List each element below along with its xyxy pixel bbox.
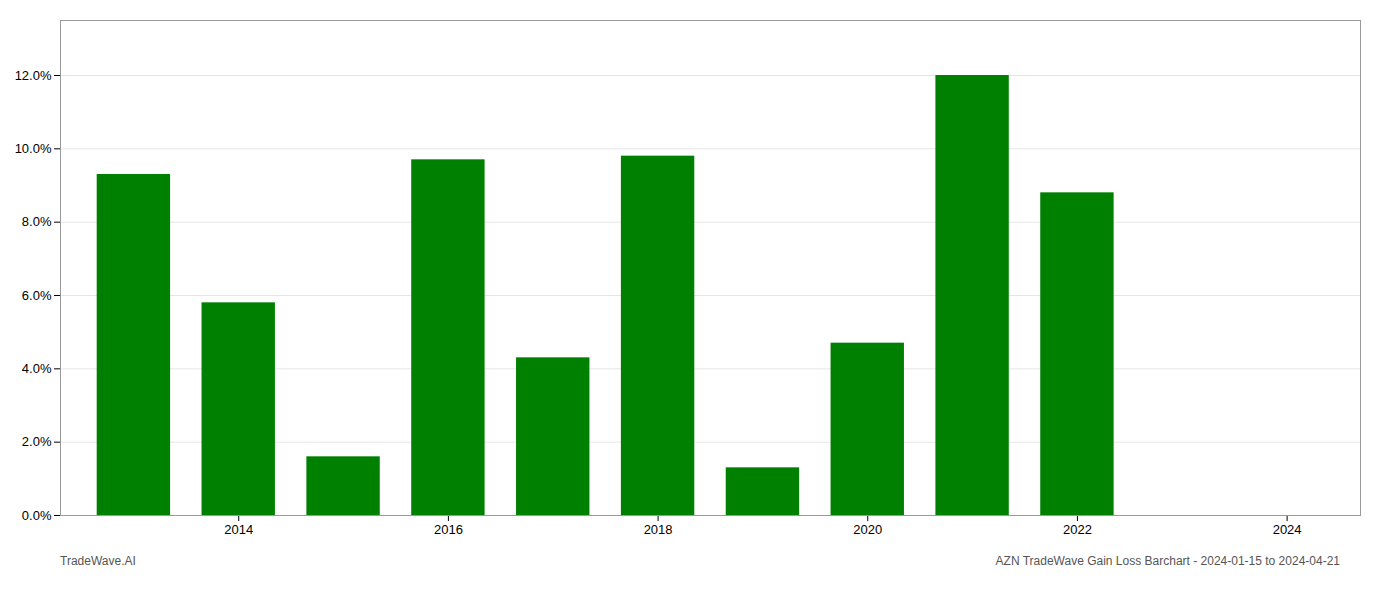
svg-text:8.0%: 8.0% (22, 214, 52, 229)
svg-text:2024: 2024 (1273, 522, 1302, 537)
svg-text:12.0%: 12.0% (15, 68, 52, 83)
svg-text:2016: 2016 (434, 522, 463, 537)
svg-text:6.0%: 6.0% (22, 288, 52, 303)
html-text:AZN TradeWave Gain Loss Barcha: AZN TradeWave Gain Loss Barchart - 2024-… (995, 554, 1340, 568)
svg-text:0.0%: 0.0% (22, 508, 52, 523)
svg-text:10.0%: 10.0% (15, 141, 52, 156)
svg-text:2020: 2020 (853, 522, 882, 537)
svg-text:2014: 2014 (224, 522, 253, 537)
svg-text:2022: 2022 (1063, 522, 1092, 537)
html-text:TradeWave.AI: TradeWave.AI (60, 554, 136, 568)
svg-text:4.0%: 4.0% (22, 361, 52, 376)
svg-text:2018: 2018 (644, 522, 673, 537)
svg-text:2.0%: 2.0% (22, 434, 52, 449)
